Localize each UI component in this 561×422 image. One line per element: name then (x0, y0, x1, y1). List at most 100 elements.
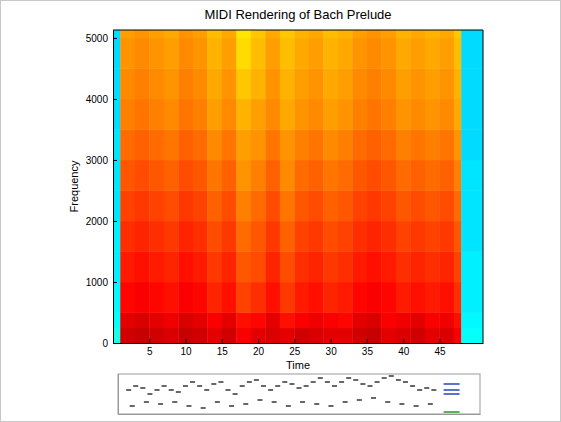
x-tick: 20 (253, 339, 265, 357)
note (353, 379, 358, 381)
cell (461, 68, 483, 99)
cell (236, 328, 251, 343)
x-tick-mark (186, 339, 187, 343)
cell (207, 328, 222, 343)
y-axis-title: Frequency (68, 160, 80, 212)
x-tick-label: 20 (253, 346, 265, 357)
cell (294, 312, 309, 328)
cell (193, 312, 208, 328)
cell (439, 312, 454, 328)
cell (367, 38, 382, 69)
note (304, 385, 309, 387)
note (172, 401, 177, 403)
cell (396, 282, 411, 313)
cell (338, 190, 353, 221)
cell (178, 312, 193, 328)
cell (381, 68, 396, 99)
cell (164, 38, 179, 69)
x-tick-label: 25 (289, 346, 301, 357)
cell (396, 312, 411, 328)
y-axis-line (113, 31, 114, 344)
cell (367, 99, 382, 130)
cell (454, 160, 462, 191)
cell (193, 99, 208, 130)
cell (149, 221, 164, 252)
y-tick-mark (113, 160, 117, 161)
note (126, 389, 131, 391)
cell (439, 282, 454, 313)
cell (309, 221, 324, 252)
cell (265, 68, 280, 99)
cell (178, 129, 193, 160)
note (403, 381, 408, 383)
cell (120, 68, 135, 99)
cell (367, 129, 382, 160)
cell (120, 160, 135, 191)
x-axis-title: Time (286, 359, 310, 371)
note (226, 389, 231, 391)
cell (323, 99, 338, 130)
cell (381, 190, 396, 221)
notes (126, 376, 459, 412)
y-tick: 5000 (86, 33, 117, 44)
cell (454, 68, 462, 99)
cell (396, 221, 411, 252)
cell (454, 282, 462, 313)
cell (280, 129, 295, 160)
cell (149, 68, 164, 99)
title: MIDI Rendering of Bach Prelude (204, 7, 391, 22)
cell (236, 99, 251, 130)
cell (454, 312, 462, 328)
cell (135, 129, 150, 160)
y-tick: 0 (102, 338, 117, 349)
cell (164, 30, 179, 38)
cell (381, 160, 396, 191)
cell (425, 99, 440, 130)
cell (439, 251, 454, 282)
cell (178, 328, 193, 343)
note (289, 383, 294, 385)
cell (323, 38, 338, 69)
cells (113, 30, 483, 343)
cell (265, 99, 280, 130)
x-tick: 35 (362, 339, 374, 357)
cell (439, 221, 454, 252)
cell (396, 30, 411, 38)
note (158, 403, 163, 405)
note (346, 377, 351, 379)
cell (410, 129, 425, 160)
cell (222, 312, 237, 328)
cell (410, 99, 425, 130)
cell (309, 30, 324, 38)
cell (265, 251, 280, 282)
cell (113, 190, 121, 221)
cell (178, 30, 193, 38)
cell (178, 99, 193, 130)
cell (164, 221, 179, 252)
cell (294, 129, 309, 160)
cell (461, 38, 483, 69)
cell (149, 160, 164, 191)
cell (352, 312, 367, 328)
cell (294, 328, 309, 343)
cell (135, 190, 150, 221)
cell (338, 38, 353, 69)
cell (178, 282, 193, 313)
cell (338, 99, 353, 130)
cell (251, 68, 266, 99)
cell (164, 129, 179, 160)
cell (280, 282, 295, 313)
cell (367, 328, 382, 343)
cell (425, 30, 440, 38)
cell (381, 282, 396, 313)
note (254, 379, 259, 381)
cell (113, 160, 121, 191)
cell (265, 282, 280, 313)
cell (135, 282, 150, 313)
cell (280, 251, 295, 282)
cell (367, 312, 382, 328)
cell (338, 328, 353, 343)
cell (454, 190, 462, 221)
cell (352, 30, 367, 38)
cell (396, 68, 411, 99)
